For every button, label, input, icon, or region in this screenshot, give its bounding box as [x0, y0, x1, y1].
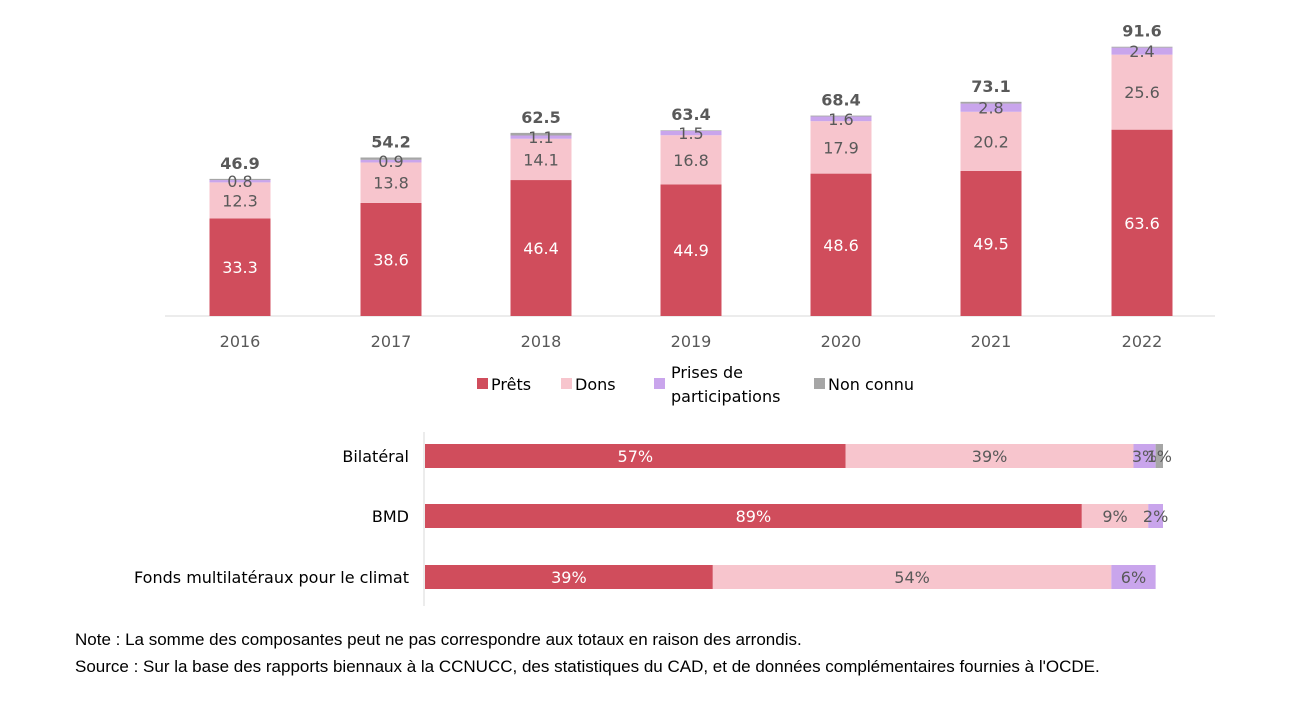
data-label-prets-2020: 48.6 — [823, 236, 859, 255]
data-label-prises-2020: 1.6 — [828, 110, 853, 129]
total-label-2020: 68.4 — [821, 91, 860, 110]
x-tick-label-2020: 2020 — [821, 332, 862, 351]
bar-2019-series-3 — [660, 130, 722, 131]
hbar-label-row-0-series-0: 57% — [618, 447, 654, 466]
total-label-2019: 63.4 — [671, 105, 710, 124]
data-label-prets-2019: 44.9 — [673, 241, 709, 260]
bar-2019-series-0 — [660, 184, 722, 316]
bar-2019-series-2 — [660, 130, 722, 136]
total-label-2016: 46.9 — [220, 154, 259, 173]
bar-2020-series-1 — [810, 121, 872, 174]
x-tick-label-2021: 2021 — [971, 332, 1012, 351]
hbar-label-row-0-series-2: 3% — [1132, 447, 1157, 466]
row-label-1: BMD — [372, 507, 409, 526]
data-label-prets-2021: 49.5 — [973, 234, 1009, 253]
hbar-row-0-series-0 — [425, 444, 846, 468]
data-label-prets-2022: 63.6 — [1124, 214, 1160, 233]
legend-label-1: Dons — [575, 375, 616, 394]
data-label-prises-2022: 2.4 — [1129, 42, 1154, 61]
data-label-prises-2019: 1.5 — [678, 124, 703, 143]
bar-2021-series-2 — [960, 103, 1022, 112]
bar-2019-series-1 — [660, 135, 722, 185]
chart: 33.3 12.30.846.9 2016 38.6 13.8 0.954.2 2017 46… — [134, 22, 1215, 606]
data-label-prets-2017: 38.6 — [373, 250, 409, 269]
bar-2016-series-3 — [209, 178, 271, 181]
bar-2018-series-0 — [510, 180, 572, 316]
legend-label-0: Prêts — [491, 375, 531, 394]
legend-label-2-line-0: Prises de — [671, 363, 743, 382]
bar-2020-series-0 — [810, 173, 872, 316]
bar-2016-series-1 — [209, 182, 271, 219]
x-tick-label-2018: 2018 — [521, 332, 562, 351]
bar-2022-series-1 — [1111, 54, 1173, 130]
hbar-row-0-series-3 — [1155, 444, 1163, 468]
legend-label-2-line-1: participations — [671, 387, 780, 406]
bar-2017-series-1 — [360, 162, 422, 203]
hbar-label-row-0-series-3: 1% — [1147, 447, 1172, 466]
bar-2020-series-2 — [810, 116, 872, 122]
hbar-row-2-series-2 — [1111, 565, 1156, 589]
total-label-2018: 62.5 — [521, 108, 560, 127]
data-label-prises-2017: 0.9 — [378, 152, 403, 171]
bar-2016-series-2 — [209, 180, 271, 183]
data-label-dons-2017: 13.8 — [373, 174, 409, 193]
bar-2022-series-3 — [1111, 46, 1173, 48]
hbar-label-row-1-series-2: 2% — [1143, 507, 1168, 526]
bar-2016-series-0 — [209, 218, 271, 316]
data-label-prets-2018: 46.4 — [523, 239, 559, 258]
hbar-row-2-series-0 — [425, 565, 713, 589]
hbar-label-row-2-series-0: 39% — [551, 568, 587, 587]
source-text: Source : Sur la base des rapports bienna… — [75, 657, 1100, 676]
x-tick-label-2017: 2017 — [371, 332, 412, 351]
data-label-dons-2021: 20.2 — [973, 132, 1009, 151]
bar-2018-series-2 — [510, 135, 572, 139]
legend-swatch-3 — [814, 378, 825, 389]
bar-2018-series-1 — [510, 138, 572, 181]
bar-2022-series-2 — [1111, 47, 1173, 55]
bar-2021-series-3 — [960, 101, 1022, 104]
row-label-0: Bilatéral — [342, 447, 409, 466]
hbar-label-row-1-series-0: 89% — [736, 507, 772, 526]
bar-2021-series-0 — [960, 170, 1022, 316]
hbar-row-2-series-1 — [712, 565, 1112, 589]
data-label-prets-2016: 33.3 — [222, 258, 258, 277]
data-label-dons-2020: 17.9 — [823, 138, 859, 157]
data-label-dons-2019: 16.8 — [673, 151, 709, 170]
data-label-prises-2016: 0.8 — [227, 172, 252, 191]
legend-swatch-1 — [561, 378, 572, 389]
data-label-dons-2022: 25.6 — [1124, 83, 1160, 102]
bar-2021-series-1 — [960, 111, 1022, 171]
x-tick-label-2022: 2022 — [1122, 332, 1163, 351]
bar-2017-series-3 — [360, 157, 422, 160]
legend-label-3: Non connu — [828, 375, 914, 394]
bar-2022-series-0 — [1111, 129, 1173, 316]
bar-2017-series-2 — [360, 159, 422, 163]
hbar-row-1-series-1 — [1081, 504, 1149, 528]
x-tick-label-2016: 2016 — [220, 332, 261, 351]
hbar-label-row-2-series-1: 54% — [894, 568, 930, 587]
hbar-row-1-series-0 — [425, 504, 1082, 528]
total-label-2022: 91.6 — [1122, 22, 1161, 41]
legend-swatch-2 — [654, 378, 665, 389]
hbar-row-1-series-2 — [1148, 504, 1163, 528]
x-tick-label-2019: 2019 — [671, 332, 712, 351]
total-label-2021: 73.1 — [971, 77, 1010, 96]
legend-swatch-0 — [477, 378, 488, 389]
hbar-label-row-1-series-1: 9% — [1102, 507, 1127, 526]
data-label-dons-2016: 12.3 — [222, 191, 258, 210]
data-label-dons-2018: 14.1 — [523, 150, 559, 169]
hbar-row-0-series-1 — [845, 444, 1134, 468]
total-label-2017: 54.2 — [371, 132, 410, 151]
data-label-prises-2021: 2.8 — [978, 99, 1003, 118]
bar-2018-series-3 — [510, 132, 572, 136]
hbar-row-0-series-2 — [1133, 444, 1156, 468]
data-label-prises-2018: 1.1 — [528, 128, 553, 147]
note-text: Note : La somme des composantes peut ne … — [75, 630, 802, 649]
row-label-2: Fonds multilatéraux pour le climat — [134, 568, 409, 587]
bar-2020-series-3 — [810, 115, 872, 117]
notes: Note : La somme des composantes peut ne … — [75, 626, 1100, 680]
bar-2017-series-0 — [360, 202, 422, 316]
hbar-label-row-2-series-2: 6% — [1121, 568, 1146, 587]
hbar-label-row-0-series-1: 39% — [972, 447, 1008, 466]
